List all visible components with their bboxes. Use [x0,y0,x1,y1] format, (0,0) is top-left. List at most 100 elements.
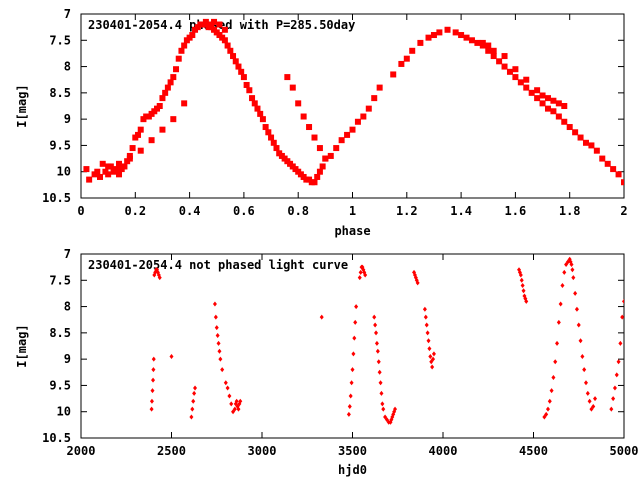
data-point [349,380,354,386]
data-point [560,283,565,289]
data-point [436,29,443,36]
data-point [236,406,241,412]
unphased-chart-ylabel: I[mag] [15,324,29,367]
data-point [574,306,579,312]
data-point [214,325,219,331]
data-point [273,145,280,152]
data-point [452,29,459,36]
data-point [572,129,579,136]
data-point [373,322,378,328]
data-point [426,338,431,344]
data-point [622,298,624,304]
data-point [424,322,429,328]
unphased-plot-frame [80,253,625,439]
unphased-x-tick-label: 3000 [248,444,277,458]
data-point [431,356,436,362]
data-point [555,113,562,120]
data-point [262,124,269,131]
phased-y-tick-label: 10 [57,165,71,179]
data-point [474,39,481,46]
data-point [616,359,621,365]
data-point [398,60,405,67]
data-point [512,74,519,81]
data-point [306,124,313,131]
data-point [246,87,253,94]
phased-chart-xlabel: phase [334,224,370,238]
data-point [295,100,302,107]
data-point [365,105,372,112]
data-point [409,47,416,54]
data-point [521,288,526,294]
data-point [149,398,154,404]
unphased-chart-xlabel: hjd0 [338,463,367,477]
data-point [257,110,264,117]
data-point [431,351,436,357]
data-point [485,42,492,49]
phased-y-tick-label: 7 [64,7,71,21]
data-point [116,171,123,178]
data-point [105,171,112,178]
phased-points [83,18,624,186]
data-point [234,398,239,404]
data-point [148,137,155,144]
data-point [137,126,144,133]
data-point [316,145,323,152]
unphased-x-tick-label: 2500 [157,444,186,458]
data-point [83,166,90,173]
data-point [300,113,307,120]
data-point [190,406,195,412]
unphased-y-tick-label: 10 [57,405,71,419]
data-point [216,21,223,28]
data-point [232,58,239,65]
data-point [151,367,156,373]
data-point [553,359,558,365]
data-point [220,367,225,373]
data-point [221,26,228,33]
phased-x-tick-label: 1.8 [559,204,581,218]
data-point [415,280,420,286]
data-point [284,74,291,81]
data-point [614,372,619,378]
data-point [547,398,552,404]
phased-x-tick-label: 1 [349,204,356,218]
data-point [137,147,144,154]
data-point [588,142,595,149]
data-point [609,406,614,412]
data-point [338,137,345,144]
data-point [403,55,410,62]
data-point [159,95,166,102]
data-point [430,32,437,39]
data-point [350,367,355,373]
data-point [374,340,379,346]
data-point [319,314,324,320]
data-point [175,55,182,62]
data-point [620,314,624,320]
data-point [517,79,524,86]
data-point [157,275,162,281]
data-point [265,129,272,136]
data-point [121,163,128,170]
data-point [159,126,166,133]
data-point [615,171,622,178]
data-point [545,406,550,412]
unphased-y-tick-label: 7 [64,247,71,261]
data-point [352,335,357,341]
unphased-y-tick-label: 7.5 [49,273,71,287]
data-point [192,390,197,396]
data-point [333,145,340,152]
unphased-y-tick-label: 9.5 [49,378,71,392]
data-point [501,63,508,70]
data-point [162,89,169,96]
data-point [169,354,174,360]
data-point [218,356,223,362]
data-point [528,89,535,96]
data-point [576,322,581,328]
data-point [549,388,554,394]
data-point [232,406,237,412]
data-point [519,277,524,283]
phased-light-curve-chart: 230401-2054.4 phased with P=285.50day ph… [15,7,628,238]
data-point [612,385,617,391]
data-point [225,385,230,391]
data-point [558,301,563,307]
data-point [150,388,155,394]
